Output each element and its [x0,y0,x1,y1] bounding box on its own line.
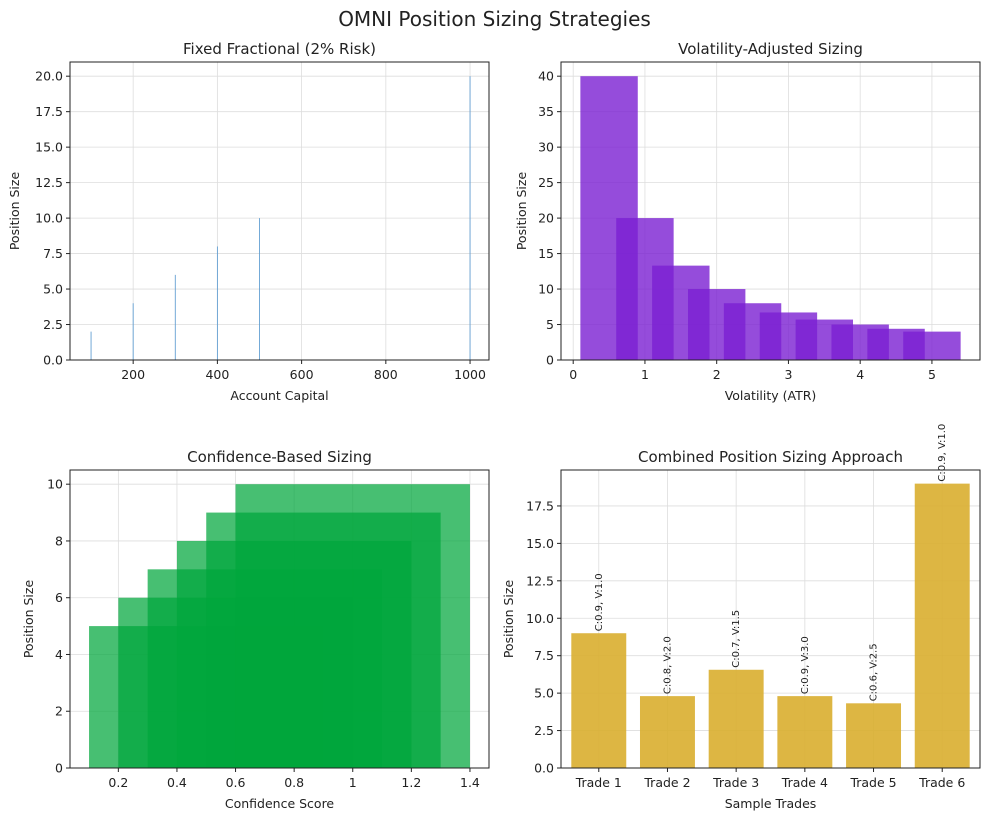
data-label: C:0.8, V:2.0 [662,636,673,694]
y-tick-label: 15 [538,246,554,261]
bar [639,696,695,768]
chart-title: Confidence-Based Sizing [187,448,372,466]
y-tick-label: 2.5 [43,317,63,332]
x-tick-label: 4 [856,367,864,382]
x-tick-label: 1.2 [401,775,421,790]
x-tick-label: 200 [121,367,145,382]
bar [914,483,970,768]
x-tick-label: 800 [374,367,398,382]
data-label: C:0.7, V:1.5 [731,610,742,668]
axes-frame [560,61,981,361]
bar [90,331,92,360]
panel-volatility-adjusted: 0 1 2 3 4 5 0 5 10 15 20 25 30 35 40 Volatility-Adjuste… [514,40,981,403]
x-tick-label: 0.4 [167,775,187,790]
y-tick-label: 10.0 [35,211,63,226]
bar [259,218,260,360]
axes-frame [560,469,981,769]
y-tick-label: 17.5 [526,498,554,513]
y-tick-label: 12.5 [35,175,63,190]
y-tick-label: 10.0 [526,611,554,626]
panel-confidence-based: 0.2 0.4 0.6 0.8 1 1.2 1.4 0 2 4 6 8 10 Confidence-Bas… [21,448,490,811]
x-tick-label: Trade 1 [575,775,622,790]
x-tick-label: 0 [569,367,577,382]
bar [469,76,471,360]
y-tick-label: 15.0 [526,536,554,551]
y-tick-label: 2.5 [534,723,554,738]
y-tick-label: 25 [538,175,554,190]
y-axis-label: Position Size [514,172,529,251]
bar [235,484,470,768]
x-tick-label: Trade 2 [643,775,690,790]
y-tick-label: 10 [538,282,554,297]
bar [216,246,218,360]
x-tick-label: 600 [290,367,314,382]
y-tick-label: 0.0 [43,353,63,368]
y-tick-label: 5.0 [43,282,63,297]
y-axis-label: Position Size [21,580,36,659]
y-tick-label: 0 [546,353,554,368]
y-tick-label: 12.5 [526,573,554,588]
y-tick-label: 2 [55,704,63,719]
x-axis-label: Sample Trades [725,796,817,811]
chart-title: Volatility-Adjusted Sizing [678,40,863,58]
x-tick-label: Trade 3 [712,775,759,790]
x-axis-label: Volatility (ATR) [725,388,817,403]
y-tick-label: 0 [55,761,63,776]
bar [174,274,176,360]
y-tick-label: 17.5 [35,104,63,119]
panel-combined: C:0.9, V:1.0 C:0.8, V:2.0 C:0.7, V:1.5 C:0.… [501,424,981,811]
x-tick-label: 0.8 [284,775,304,790]
y-tick-label: 20 [538,211,554,226]
x-tick-label: 3 [784,367,792,382]
y-tick-label: 15.0 [35,140,63,155]
y-tick-label: 10 [47,477,63,492]
chart-title: Fixed Fractional (2% Risk) [183,40,376,58]
x-axis-label: Confidence Score [225,796,335,811]
bar [132,303,134,360]
y-tick-label: 6 [55,590,63,605]
bar [777,696,833,768]
y-tick-label: 8 [55,533,63,548]
axes-frame [69,469,490,769]
data-label: C:0.6, V:2.5 [869,643,880,701]
y-tick-label: 5.0 [534,686,554,701]
x-tick-label: 400 [205,367,229,382]
y-tick-label: 4 [55,647,63,662]
y-tick-label: 20.0 [35,69,63,84]
x-tick-label: 1000 [454,367,486,382]
x-tick-label: Trade 5 [849,775,896,790]
chart-title: Combined Position Sizing Approach [638,448,903,466]
data-label: C:0.9, V:3.0 [800,636,811,694]
x-tick-label: 1 [641,367,649,382]
y-axis-label: Position Size [501,580,516,659]
panel-fixed-fractional: 200 400 600 800 1000 0.0 2.5 5.0 7.5 10.0 12.5 15.0… [7,40,490,403]
x-tick-label: Trade 4 [781,775,828,790]
y-tick-label: 7.5 [534,648,554,663]
bar [846,703,902,768]
x-tick-label: 0.2 [108,775,128,790]
x-tick-label: 0.6 [226,775,246,790]
figure-title: OMNI Position Sizing Strategies [338,7,651,31]
x-tick-label: Trade 6 [918,775,965,790]
y-tick-label: 5 [546,317,554,332]
axes-frame [69,61,490,361]
y-tick-label: 7.5 [43,246,63,261]
y-axis-label: Position Size [7,172,22,251]
bar [903,331,961,360]
y-tick-label: 30 [538,140,554,155]
x-tick-label: 2 [713,367,721,382]
x-tick-label: 1.4 [460,775,480,790]
x-axis-label: Account Capital [230,388,328,403]
y-tick-label: 40 [538,69,554,84]
y-tick-label: 0.0 [534,761,554,776]
bar [571,633,627,768]
x-tick-label: 1 [349,775,357,790]
y-tick-label: 35 [538,104,554,119]
x-tick-label: 5 [928,367,936,382]
data-label: C:0.9, V:1.0 [937,424,948,482]
data-label: C:0.9, V:1.0 [594,573,605,631]
bar [708,669,764,768]
